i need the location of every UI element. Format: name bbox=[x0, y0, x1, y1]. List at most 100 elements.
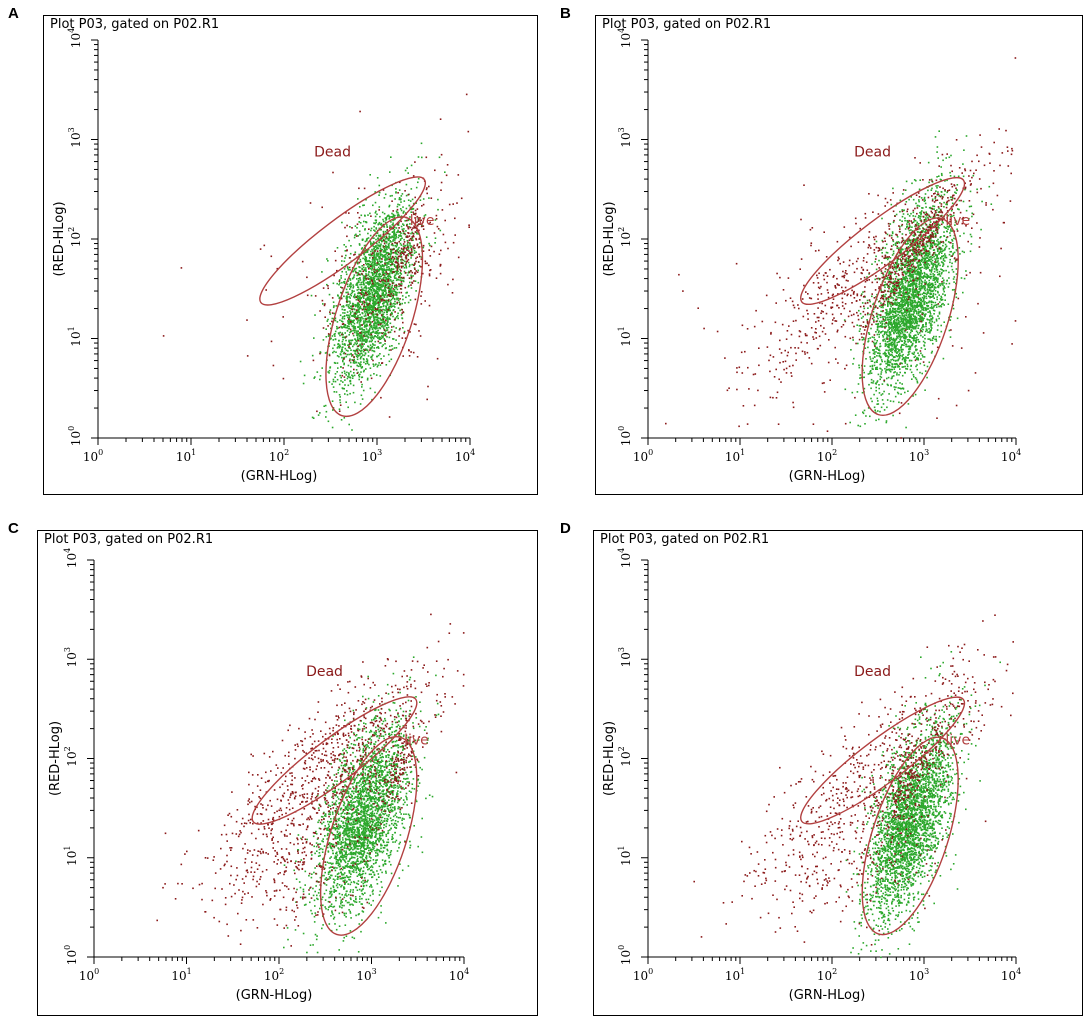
data-point bbox=[370, 242, 372, 245]
data-point bbox=[355, 330, 358, 332]
data-point bbox=[913, 255, 916, 257]
data-point bbox=[933, 230, 935, 233]
data-point bbox=[341, 270, 343, 273]
data-point bbox=[418, 330, 420, 332]
data-point bbox=[913, 283, 915, 285]
data-point bbox=[347, 406, 349, 409]
data-point bbox=[399, 198, 402, 201]
data-point bbox=[408, 295, 410, 297]
data-point bbox=[354, 315, 357, 318]
data-point bbox=[395, 188, 397, 190]
data-point bbox=[899, 284, 902, 286]
data-point bbox=[886, 258, 889, 261]
data-point bbox=[867, 307, 869, 309]
data-point bbox=[344, 309, 346, 311]
data-point bbox=[990, 203, 993, 205]
data-point bbox=[350, 305, 352, 308]
data-point bbox=[910, 341, 912, 343]
data-point bbox=[329, 323, 331, 325]
data-point bbox=[372, 330, 375, 333]
data-point bbox=[400, 232, 402, 234]
data-point bbox=[371, 259, 374, 261]
data-point bbox=[393, 237, 395, 239]
data-point bbox=[907, 390, 909, 392]
data-point bbox=[376, 346, 378, 349]
data-point bbox=[880, 272, 883, 274]
data-point bbox=[901, 355, 903, 357]
data-point bbox=[941, 303, 943, 306]
data-point bbox=[337, 343, 339, 345]
data-point bbox=[348, 239, 350, 242]
data-point bbox=[376, 242, 378, 245]
data-point bbox=[363, 264, 365, 266]
data-point bbox=[870, 387, 872, 390]
data-point bbox=[382, 326, 385, 328]
data-point bbox=[435, 214, 438, 217]
data-point bbox=[908, 307, 910, 310]
data-point bbox=[868, 383, 870, 386]
data-point bbox=[937, 315, 939, 317]
data-point bbox=[328, 353, 331, 356]
data-point bbox=[422, 221, 424, 224]
data-point bbox=[319, 352, 321, 355]
data-point bbox=[929, 244, 932, 247]
data-point bbox=[365, 238, 368, 241]
data-point bbox=[366, 338, 368, 341]
data-point bbox=[939, 284, 942, 287]
data-point bbox=[895, 348, 897, 351]
data-point bbox=[356, 284, 359, 286]
data-point bbox=[377, 296, 379, 298]
data-point bbox=[394, 255, 397, 258]
data-point bbox=[358, 221, 360, 223]
data-point bbox=[955, 268, 958, 270]
data-point bbox=[416, 208, 419, 210]
data-point bbox=[382, 270, 385, 273]
data-point bbox=[341, 349, 343, 351]
data-point bbox=[910, 229, 912, 231]
data-point bbox=[358, 261, 360, 264]
data-point bbox=[384, 250, 387, 253]
x-tick-label: 104 bbox=[1001, 448, 1021, 464]
data-point bbox=[385, 252, 388, 255]
data-point bbox=[405, 272, 407, 274]
data-point bbox=[390, 264, 392, 267]
data-point bbox=[395, 287, 397, 289]
data-point bbox=[355, 305, 357, 308]
data-point bbox=[331, 400, 334, 402]
data-point bbox=[366, 309, 368, 311]
data-point bbox=[326, 283, 328, 286]
data-point bbox=[372, 344, 375, 346]
data-point bbox=[894, 395, 897, 398]
data-point bbox=[877, 400, 879, 402]
data-point bbox=[398, 285, 400, 288]
data-point bbox=[371, 284, 374, 287]
data-point bbox=[363, 282, 365, 285]
data-point bbox=[394, 244, 396, 247]
data-point bbox=[918, 282, 921, 284]
data-point bbox=[417, 261, 420, 263]
data-point bbox=[882, 403, 885, 405]
data-point bbox=[886, 233, 889, 236]
data-point bbox=[401, 237, 403, 239]
data-point bbox=[365, 269, 367, 271]
data-point bbox=[400, 256, 403, 258]
data-point bbox=[373, 373, 375, 375]
data-point bbox=[914, 294, 916, 296]
data-point bbox=[938, 313, 941, 315]
data-point bbox=[875, 255, 877, 258]
data-point bbox=[912, 276, 915, 278]
data-point bbox=[384, 272, 386, 275]
data-point bbox=[359, 283, 361, 286]
data-point bbox=[933, 270, 936, 273]
data-point bbox=[902, 289, 905, 292]
data-point bbox=[390, 156, 392, 158]
data-point bbox=[925, 252, 927, 255]
data-point bbox=[309, 202, 312, 204]
data-point bbox=[919, 310, 922, 312]
data-point bbox=[359, 233, 361, 236]
data-point bbox=[356, 372, 359, 374]
data-point bbox=[358, 281, 360, 283]
data-point bbox=[344, 226, 346, 229]
data-point bbox=[369, 300, 371, 303]
data-point bbox=[301, 260, 304, 263]
